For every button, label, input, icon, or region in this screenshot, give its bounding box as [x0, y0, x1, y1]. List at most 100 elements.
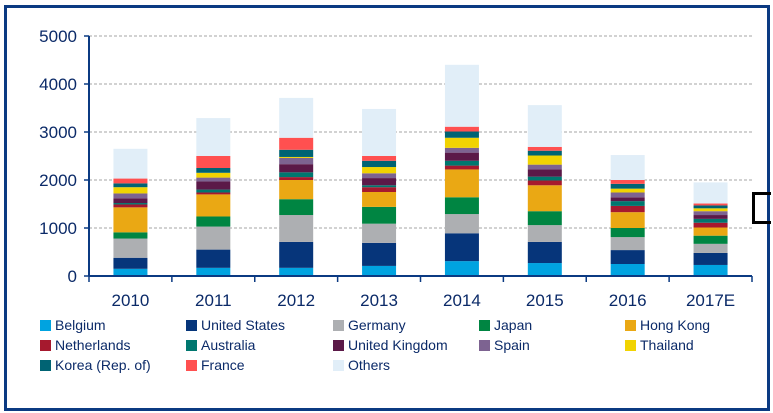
legend-item: Korea (Rep. of): [40, 357, 151, 373]
y-tick-label: 0: [68, 267, 77, 286]
legend-item: Spain: [479, 337, 530, 353]
bar-segment-spain-2010: [113, 193, 148, 199]
bar-segment-others-2017E: [693, 182, 728, 204]
bar-segment-united-states-2016: [610, 250, 645, 264]
bar-segment-spain-2014: [444, 147, 479, 153]
bar-segment-germany-2015: [527, 225, 562, 242]
bar-segment-france-2011: [196, 156, 231, 168]
bar-segment-netherlands-2011: [196, 192, 231, 195]
selection-handle[interactable]: [752, 192, 771, 224]
bar-segment-netherlands-2013: [362, 187, 397, 192]
bar-segment-netherlands-2015: [527, 180, 562, 186]
bar-segment-hong-kong-2016: [610, 212, 645, 228]
bar-segment-korea-rep-of--2012: [279, 149, 314, 157]
bar-segment-others-2010: [113, 148, 148, 179]
bar-segment-korea-rep-of--2011: [196, 168, 231, 173]
x-tick-label: 2016: [609, 291, 647, 310]
legend-label: Australia: [201, 337, 256, 353]
bar-segment-united-states-2012: [279, 241, 314, 268]
bar-segment-united-kingdom-2017E: [693, 215, 728, 219]
bar-segment-germany-2010: [113, 238, 148, 258]
bar-segment-hong-kong-2010: [113, 207, 148, 233]
legend-swatch: [625, 319, 636, 331]
bar-segment-others-2013: [362, 108, 397, 156]
legend-item: Japan: [479, 317, 532, 333]
legend-swatch: [40, 339, 51, 351]
bar-segment-germany-2011: [196, 226, 231, 250]
legend-label: Spain: [494, 337, 530, 353]
bar-segment-thailand-2011: [196, 172, 231, 178]
bar-segment-belgium-2015: [527, 263, 562, 276]
bar-segment-united-kingdom-2016: [610, 197, 645, 202]
bar-segment-korea-rep-of--2016: [610, 183, 645, 189]
bar-segment-spain-2011: [196, 177, 231, 182]
bar-segment-netherlands-2017E: [693, 222, 728, 228]
bar-segment-japan-2010: [113, 232, 148, 239]
bar-segment-hong-kong-2013: [362, 192, 397, 207]
bar-segment-belgium-2012: [279, 267, 314, 276]
legend-label: Hong Kong: [640, 317, 711, 333]
bar-segment-united-states-2013: [362, 242, 397, 266]
bar-segment-korea-rep-of--2017E: [693, 205, 728, 209]
bar-segment-united-kingdom-2012: [279, 164, 314, 173]
bar-segment-belgium-2016: [610, 264, 645, 276]
bar-segment-united-states-2014: [444, 233, 479, 262]
bar-segment-japan-2012: [279, 199, 314, 216]
bar-segment-france-2015: [527, 146, 562, 151]
bar-segment-australia-2010: [113, 203, 148, 205]
bar-segment-united-states-2011: [196, 249, 231, 268]
legend-item: Thailand: [625, 337, 694, 353]
bar-segment-netherlands-2014: [444, 165, 479, 170]
bar-segment-germany-2014: [444, 214, 479, 234]
bar-segment-korea-rep-of--2010: [113, 183, 148, 188]
bar-segment-united-kingdom-2014: [444, 152, 479, 161]
chart-frame: [4, 5, 770, 411]
legend-label: United States: [201, 317, 286, 333]
legend-swatch: [479, 319, 490, 331]
x-tick-label: 2010: [112, 291, 150, 310]
bar-segment-spain-2012: [279, 157, 314, 165]
legend-swatch: [40, 359, 51, 371]
bar-segment-thailand-2016: [610, 188, 645, 193]
bar-segment-korea-rep-of--2015: [527, 150, 562, 156]
bar-segment-japan-2015: [527, 211, 562, 226]
bar-segment-others-2015: [527, 105, 562, 147]
bar-segment-germany-2017E: [693, 243, 728, 253]
legend-item: Hong Kong: [625, 317, 710, 333]
bar-segment-others-2011: [196, 118, 231, 156]
bar-segment-belgium-2014: [444, 261, 479, 276]
bar-segment-germany-2016: [610, 237, 645, 251]
legend-label: Japan: [494, 317, 533, 333]
bar-segment-united-kingdom-2015: [527, 169, 562, 177]
bar-segment-united-states-2017E: [693, 252, 728, 265]
bar-segment-thailand-2012: [279, 156, 314, 158]
bar-segment-germany-2012: [279, 215, 314, 242]
legend-label: United Kingdom: [348, 337, 448, 353]
bar-segment-france-2017E: [693, 203, 728, 206]
bar-segment-thailand-2013: [362, 167, 397, 174]
legend-item: United States: [186, 317, 285, 333]
bar-segment-japan-2011: [196, 216, 231, 227]
legend-swatch: [333, 319, 344, 331]
bar-segment-others-2016: [610, 155, 645, 180]
bar-segment-korea-rep-of--2014: [444, 131, 479, 138]
bar-segment-thailand-2017E: [693, 208, 728, 212]
bar-segment-thailand-2015: [527, 155, 562, 165]
legend-swatch: [333, 359, 344, 371]
legend-item: France: [186, 357, 245, 373]
bar-segment-united-states-2010: [113, 257, 148, 269]
bar-segment-hong-kong-2017E: [693, 227, 728, 236]
bar-segment-france-2014: [444, 126, 479, 132]
legend-swatch: [333, 339, 344, 351]
bar-segment-belgium-2011: [196, 267, 231, 276]
bar-segment-united-states-2015: [527, 241, 562, 264]
bar-segment-united-kingdom-2010: [113, 198, 148, 204]
bar-segment-united-kingdom-2011: [196, 181, 231, 190]
y-tick-label: 2000: [39, 171, 77, 190]
legend-label: France: [201, 357, 245, 373]
bar-segment-japan-2017E: [693, 235, 728, 244]
legend-label: Belgium: [55, 317, 106, 333]
legend-swatch: [479, 339, 490, 351]
legend-label: Thailand: [640, 337, 694, 353]
